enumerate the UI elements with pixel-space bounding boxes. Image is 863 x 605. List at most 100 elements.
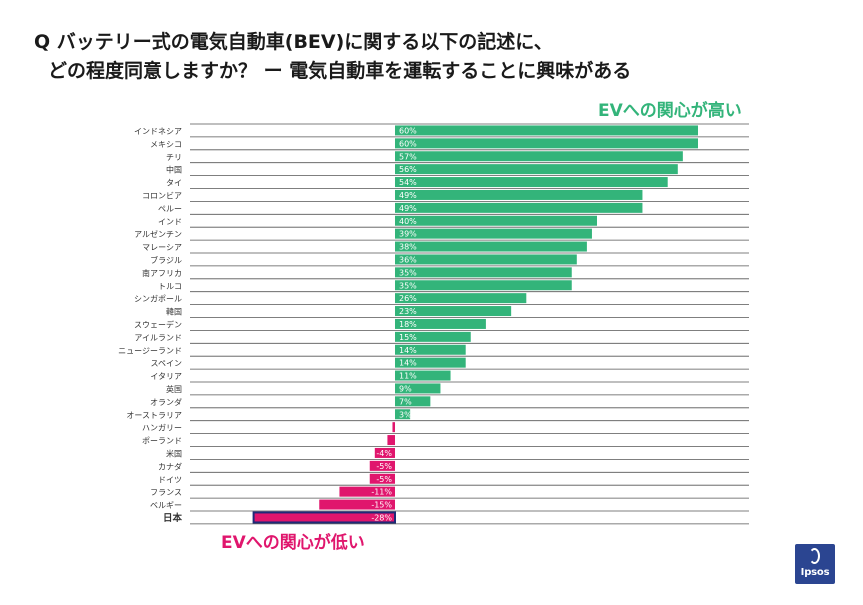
value-label: 57%: [399, 152, 417, 161]
bar: [395, 138, 698, 149]
category-label: チリ: [166, 153, 182, 162]
category-label: ニュージーランド: [118, 346, 182, 355]
value-label: 35%: [399, 281, 417, 290]
value-label: -28%: [371, 513, 392, 522]
bar: [387, 435, 395, 446]
bar: [369, 460, 395, 471]
value-label: 14%: [399, 359, 417, 368]
category-label: インドネシア: [134, 127, 182, 136]
ipsos-logo-mark: [809, 548, 820, 564]
bar: [369, 473, 395, 484]
category-label: フランス: [150, 488, 182, 497]
bar: [395, 228, 592, 239]
value-label: 54%: [399, 178, 417, 187]
category-label: シンガポール: [134, 294, 182, 304]
bar: [374, 447, 395, 458]
title-line-2: どの程度同意しますか？ ー 電気自動車を運転することに興味がある: [48, 60, 632, 82]
bar: [395, 241, 587, 252]
bar: [395, 177, 668, 188]
bar: [395, 409, 411, 420]
category-label: 韓国: [166, 307, 182, 317]
category-label: インド: [158, 217, 182, 226]
bar: [395, 164, 678, 175]
value-label: -4%: [376, 449, 392, 458]
category-label: ハンガリー: [142, 423, 182, 433]
category-label: トルコ: [158, 282, 182, 291]
value-label: 56%: [399, 165, 417, 174]
high-interest-label: EVへの関心が高い: [598, 101, 742, 121]
category-label: ポーランド: [142, 437, 182, 446]
value-label: -15%: [371, 501, 392, 510]
category-label: 日本: [163, 512, 183, 524]
bar: [395, 280, 572, 291]
bar: [395, 202, 643, 213]
bar: [339, 486, 395, 497]
category-label: 米国: [166, 448, 182, 458]
bar: [395, 254, 577, 265]
bar: [395, 267, 572, 278]
category-label: コロンビア: [142, 191, 182, 200]
category-label: ブラジル: [150, 255, 182, 265]
value-label: 14%: [399, 346, 417, 355]
value-label: 60%: [399, 126, 417, 135]
category-label: イタリア: [150, 372, 182, 381]
bar: [395, 318, 486, 329]
value-label: 9%: [399, 384, 412, 393]
value-label: 36%: [399, 255, 417, 264]
value-label: 49%: [399, 204, 417, 213]
value-label: 23%: [399, 307, 417, 316]
value-label: 39%: [399, 230, 417, 239]
category-label: スペイン: [151, 359, 182, 368]
value-label: 18%: [399, 320, 417, 329]
bar: [395, 151, 683, 162]
bar: [319, 499, 395, 510]
category-label: メキシコ: [150, 140, 182, 149]
bar: [395, 189, 643, 200]
title-line-1: Q バッテリー式の電気自動車(BEV)に関する以下の記述に、: [34, 31, 553, 53]
category-label: アイルランド: [134, 333, 182, 342]
category-label: 南アフリカ: [142, 268, 182, 278]
category-label: マレーシア: [142, 243, 182, 252]
category-label: スウェーデン: [134, 319, 182, 329]
value-label: 40%: [399, 217, 417, 226]
category-label: オーストラリア: [126, 411, 182, 420]
bar: [395, 215, 597, 226]
value-label: 7%: [399, 397, 412, 406]
category-label: ドイツ: [158, 475, 182, 484]
value-label: 3%: [399, 410, 412, 419]
value-label: -5%: [376, 475, 392, 484]
value-label: 35%: [399, 268, 417, 277]
bar: [392, 422, 395, 433]
ipsos-logo-text: Ipsos: [800, 567, 830, 578]
chart-title: Q バッテリー式の電気自動車(BEV)に関する以下の記述に、 どの程度同意します…: [34, 28, 631, 86]
ipsos-logo: Ipsos: [795, 544, 835, 584]
bar: [395, 306, 512, 317]
bar: [395, 357, 466, 368]
category-label: ベルギー: [150, 501, 182, 510]
bar: [395, 370, 451, 381]
bar: [395, 396, 431, 407]
bar: [395, 293, 527, 304]
value-label: -11%: [371, 488, 392, 497]
category-label: カナダ: [158, 461, 182, 471]
value-label: 26%: [399, 294, 417, 303]
category-label: 英国: [166, 384, 182, 394]
bar: [395, 125, 698, 136]
value-label: 38%: [399, 243, 417, 252]
bar: [395, 383, 441, 394]
category-label: オランダ: [150, 397, 182, 407]
bar: [395, 331, 471, 342]
value-label: -5%: [376, 462, 392, 471]
bar: [252, 511, 396, 524]
category-label: アルゼンチン: [134, 229, 182, 239]
category-label: タイ: [166, 179, 182, 188]
value-label: 11%: [399, 372, 417, 381]
value-label: 49%: [399, 191, 417, 200]
low-interest-label: EVへの関心が低い: [221, 533, 365, 553]
bar: [395, 344, 466, 355]
value-label: 60%: [399, 139, 417, 148]
category-label: 中国: [166, 165, 182, 175]
category-label: ペルー: [158, 204, 182, 213]
value-label: 15%: [399, 333, 417, 342]
